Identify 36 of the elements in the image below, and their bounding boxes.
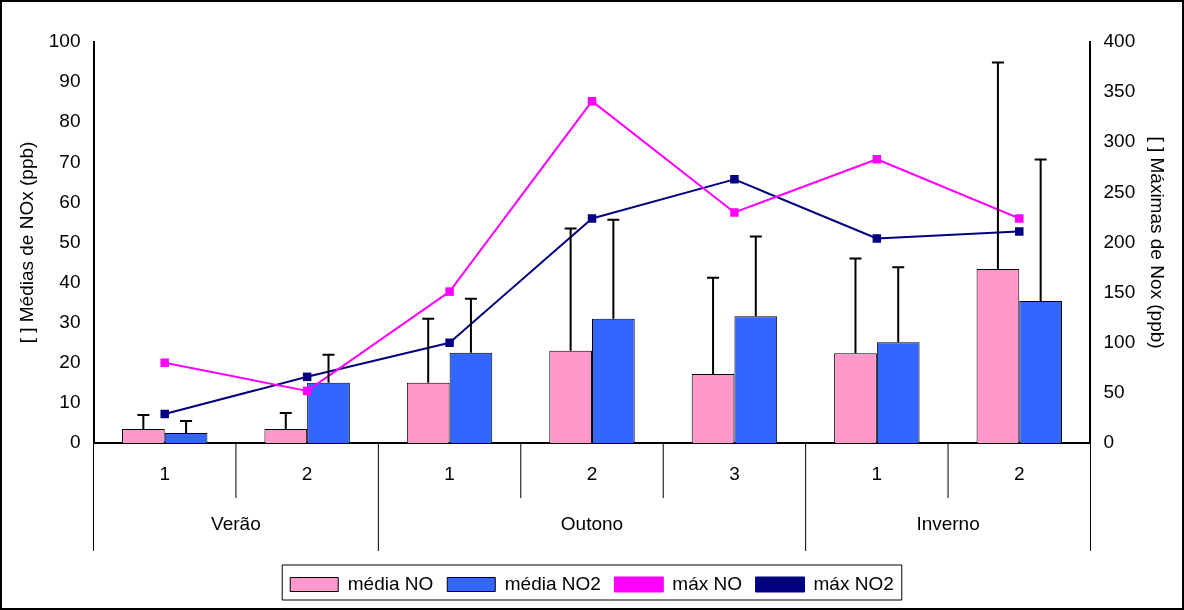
y2-tick-label: 400 [1103,30,1136,52]
y-tick-label: 10 [59,391,81,413]
y-tick-label: 100 [48,30,81,52]
x-tick-label: 3 [729,462,740,484]
text: Verão [211,513,261,535]
y2-tick-label: 350 [1103,80,1136,102]
y2-tick-label: 100 [1103,330,1136,352]
y-tick-label: 30 [59,310,81,332]
y-axis-title: [ ] Médias de NOx (ppb) [15,141,37,344]
y2-tick-label: 300 [1103,130,1136,152]
y2-tick-label: 0 [1103,431,1115,453]
legend-label: média NO2 [504,572,601,594]
y-tick-label: 90 [59,70,81,92]
y-tick-label: 60 [59,190,81,212]
legend-label: máx NO2 [813,572,894,594]
legend-label: máx NO [672,572,743,594]
y2-tick-label: 50 [1103,381,1125,403]
y2-tick-label: 150 [1103,280,1136,302]
x-tick-label: 2 [301,462,313,484]
y2-axis-title: [ ] Máximas de Nox (ppb) [1147,136,1169,349]
y-tick-label: 0 [69,431,81,453]
y-tick-label: 70 [59,150,81,172]
y-tick-label: 20 [59,351,81,373]
y-tick-label: 40 [59,270,81,292]
x-tick-label: 2 [586,462,598,484]
x-tick-label: 2 [1014,462,1025,484]
text: Inverno [916,513,980,535]
x-tick-label: 1 [871,462,883,484]
text: Outono [560,513,624,535]
legend-label: média NO [347,572,434,594]
y2-tick-label: 250 [1103,180,1136,202]
y-tick-label: 80 [59,110,81,132]
y2-tick-label: 200 [1103,230,1136,252]
x-tick-label: 1 [159,462,170,484]
y-tick-label: 50 [59,230,81,252]
x-tick-label: 1 [444,462,455,484]
